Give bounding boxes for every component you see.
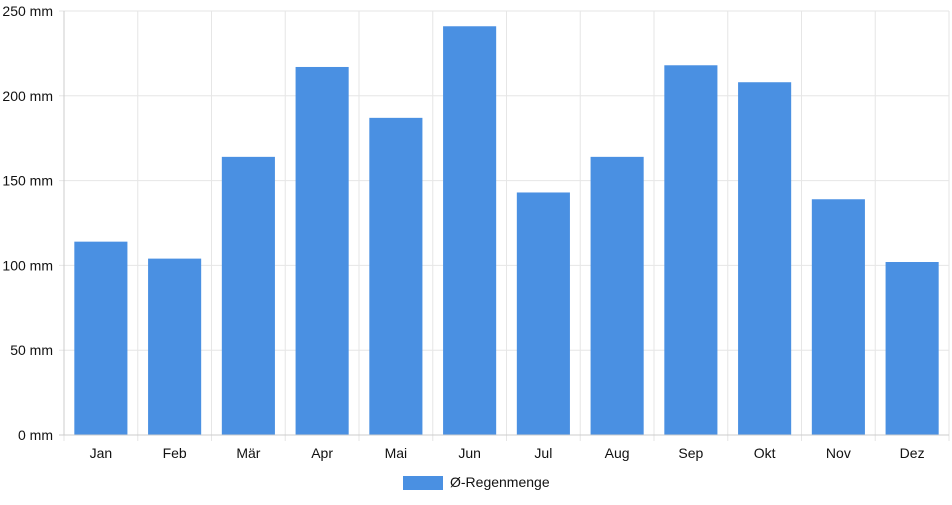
x-tick-label: Okt <box>754 445 776 461</box>
bar-jun[interactable] <box>443 26 497 435</box>
bar-dez[interactable] <box>885 262 939 435</box>
x-tick-label: Jun <box>458 445 481 461</box>
x-tick-label: Mai <box>385 445 408 461</box>
bar-okt[interactable] <box>738 82 792 436</box>
y-tick-label: 0 mm <box>18 427 53 443</box>
y-tick-label: 200 mm <box>2 88 53 104</box>
legend[interactable]: Ø-Regenmenge <box>403 474 550 490</box>
x-tick-label: Sep <box>678 445 703 461</box>
grid-layer <box>59 10 950 441</box>
bar-jul[interactable] <box>516 192 570 435</box>
y-tick-label: 50 mm <box>10 342 53 358</box>
y-tick-label: 100 mm <box>2 257 53 273</box>
x-tick-label: Jan <box>90 445 113 461</box>
legend-swatch <box>403 476 443 490</box>
y-axis: 0 mm 50 mm 100 mm 150 mm 200 mm 250 mm <box>2 3 65 443</box>
x-tick-label: Nov <box>826 445 851 461</box>
bar-mai[interactable] <box>369 117 423 436</box>
bar-apr[interactable] <box>295 66 349 435</box>
bars-layer <box>74 26 939 436</box>
bar-aug[interactable] <box>590 156 644 435</box>
bar-mär[interactable] <box>221 156 275 435</box>
bar-feb[interactable] <box>148 258 202 435</box>
y-tick-label: 250 mm <box>2 3 53 19</box>
x-tick-label: Feb <box>163 445 187 461</box>
x-tick-label: Mär <box>236 445 260 461</box>
bar-nov[interactable] <box>811 199 865 435</box>
bar-jan[interactable] <box>74 241 128 435</box>
legend-label: Ø-Regenmenge <box>450 474 550 490</box>
x-tick-label: Apr <box>311 445 333 461</box>
x-axis: Jan Feb Mär Apr Mai Jun Jul Aug Sep Okt Nov Dez <box>59 434 949 461</box>
x-tick-label: Jul <box>534 445 552 461</box>
x-tick-label: Dez <box>900 445 925 461</box>
bar-sep[interactable] <box>664 65 718 435</box>
y-tick-label: 150 mm <box>2 173 53 189</box>
x-tick-label: Aug <box>605 445 630 461</box>
